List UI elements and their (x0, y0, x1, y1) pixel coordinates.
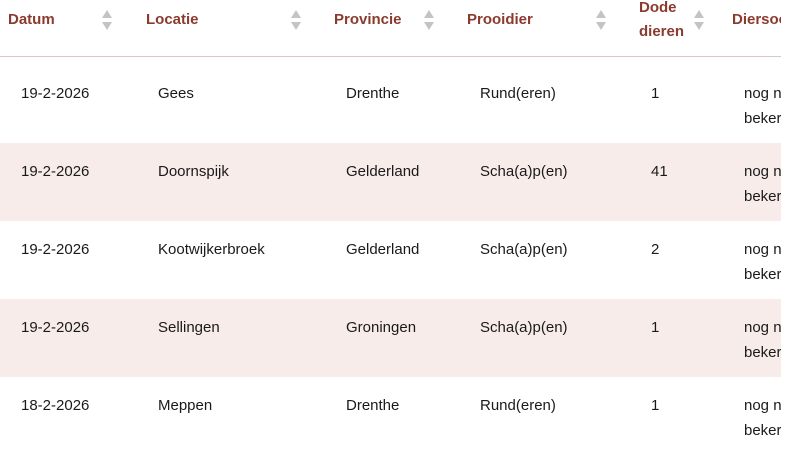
cell-dode-dieren: 1 (651, 397, 660, 414)
cell-dode-dieren: 41 (651, 163, 668, 180)
sort-icon[interactable] (290, 9, 302, 31)
column-header-dode-dieren[interactable]: Dode dieren (610, 0, 720, 56)
cell-diersoort-line2: beker (744, 188, 781, 205)
cell-prooidier: Scha(a)p(en) (480, 163, 568, 180)
sort-icon[interactable] (101, 9, 113, 31)
cell-datum: 19-2-2026 (21, 241, 90, 258)
cell-locatie: Sellingen (158, 319, 220, 336)
column-label: Prooidier (467, 11, 533, 28)
column-label-line1: Dode (639, 0, 677, 16)
cell-provincie: Drenthe (346, 397, 400, 414)
table-header: Datum Locatie Provincie Prooidier Dode d… (0, 0, 781, 57)
table-row: 19-2-2026 Doornspijk Gelderland Scha(a)p(en… (0, 143, 781, 221)
cell-provincie: Drenthe (346, 85, 400, 102)
cell-locatie: Meppen (158, 397, 213, 414)
overflow-edge (781, 0, 800, 449)
column-header-datum[interactable]: Datum (0, 0, 120, 56)
sort-icon[interactable] (693, 9, 705, 31)
cell-diersoort-line2: beker (744, 422, 781, 439)
column-header-prooidier[interactable]: Prooidier (440, 0, 610, 56)
cell-diersoort-line1: nog n (744, 397, 781, 414)
table-row: 19-2-2026 Sellingen Groningen Scha(a)p(en) 1… (0, 299, 781, 377)
column-label: Datum (8, 11, 55, 28)
cell-datum: 18-2-2026 (21, 397, 90, 414)
table-row: 18-2-2026 Meppen Drenthe Rund(eren) 1 nog n be… (0, 377, 781, 449)
cell-locatie: Kootwijkerbroek (158, 241, 265, 258)
cell-datum: 19-2-2026 (21, 163, 90, 180)
cell-datum: 19-2-2026 (21, 85, 90, 102)
cell-provincie: Gelderland (346, 163, 420, 180)
column-label: Diersoo (732, 11, 781, 28)
column-label-line2: dieren (639, 23, 685, 40)
cell-locatie: Gees (158, 85, 194, 102)
cell-diersoort-line1: nog n (744, 85, 781, 102)
sort-icon[interactable] (423, 9, 435, 31)
column-header-diersoort[interactable]: Diersoo (720, 0, 781, 56)
cell-dode-dieren: 1 (651, 85, 660, 102)
data-table: Datum Locatie Provincie Prooidier Dode d… (0, 0, 781, 449)
cell-provincie: Gelderland (346, 241, 420, 258)
cell-locatie: Doornspijk (158, 163, 229, 180)
column-header-provincie[interactable]: Provincie (310, 0, 440, 56)
cell-diersoort-line2: beker (744, 110, 781, 127)
cell-diersoort-line2: beker (744, 266, 781, 283)
cell-prooidier: Rund(eren) (480, 85, 556, 102)
cell-diersoort-line2: beker (744, 344, 781, 361)
cell-provincie: Groningen (346, 319, 417, 336)
cell-diersoort-line1: nog n (744, 319, 781, 336)
column-label: Provincie (334, 11, 402, 28)
cell-datum: 19-2-2026 (21, 319, 90, 336)
cell-dode-dieren: 2 (651, 241, 660, 258)
table-row: 19-2-2026 Kootwijkerbroek Gelderland Scha(a… (0, 221, 781, 299)
column-header-locatie[interactable]: Locatie (120, 0, 310, 56)
table-row: 19-2-2026 Gees Drenthe Rund(eren) 1 nog n beke… (0, 65, 781, 143)
cell-prooidier: Scha(a)p(en) (480, 241, 568, 258)
cell-diersoort-line1: nog n (744, 163, 781, 180)
sort-icon[interactable] (595, 9, 607, 31)
cell-diersoort-line1: nog n (744, 241, 781, 258)
cell-prooidier: Scha(a)p(en) (480, 319, 568, 336)
column-label: Locatie (146, 11, 199, 28)
cell-prooidier: Rund(eren) (480, 397, 556, 414)
cell-dode-dieren: 1 (651, 319, 660, 336)
